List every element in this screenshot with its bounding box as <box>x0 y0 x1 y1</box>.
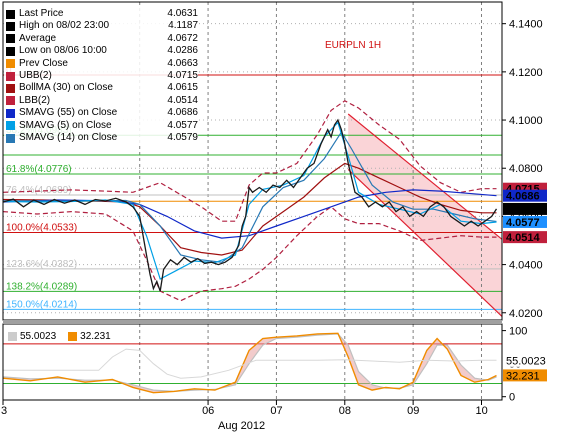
legend-entry: Low on 08/06 10:00 4.0286 <box>4 45 198 57</box>
pane-divider <box>3 320 502 324</box>
y-tick-label: 4.0200 <box>509 308 543 320</box>
indicator-fast-line <box>2 332 497 394</box>
legend-value: 4.0663 <box>167 57 198 69</box>
price-tag-label: 4.0514 <box>506 232 541 244</box>
legend-entry: SMAVG (14) on Close 4.0579 <box>4 132 198 144</box>
x-tick-label: 09 <box>407 405 419 417</box>
legend-value: 4.0672 <box>167 32 198 44</box>
legend-label: BollMA (30) on Close <box>19 82 113 94</box>
legend-entry: UBB(2) 4.0715 <box>4 70 198 82</box>
price-tag-label: 4.0631 <box>506 204 540 216</box>
price-tag <box>503 202 547 215</box>
legend-label: Last Price <box>19 8 64 19</box>
legend-swatch <box>6 84 15 94</box>
legend-swatch <box>6 71 15 81</box>
indicator-tag <box>502 353 548 367</box>
legend-value: 4.1187 <box>168 20 198 32</box>
legend-entry: SMAVG (5) on Close 4.0577 <box>4 120 198 132</box>
price-legend: Last Price 4.0631 High on 08/02 23:00 4.118… <box>4 8 198 145</box>
indicator-signal-line <box>3 348 497 379</box>
legend-swatch <box>6 108 15 118</box>
legend-swatch <box>6 96 15 106</box>
indicator-legend-swatch <box>8 332 17 341</box>
indicator-legend: 55.0023 32.231 <box>4 331 119 342</box>
legend-label: LBB(2) <box>19 94 51 106</box>
legend-label: Average <box>19 32 57 44</box>
fib-level-label: 138.2%(4.0289) <box>6 281 77 292</box>
x-tick-label: 08 <box>339 405 351 417</box>
legend-value: 4.0286 <box>167 45 198 57</box>
indicator-legend-label: 55.0023 <box>20 331 57 342</box>
indicator-y-tick-label: 0 <box>509 392 515 404</box>
legend-value: 4.0715 <box>167 69 198 81</box>
y-tick-label: 4.1200 <box>509 67 543 79</box>
fib-level-label: 123.6%(4.0382) <box>6 259 77 270</box>
x-tick-label: 06 <box>202 405 214 417</box>
price-tag <box>503 215 547 228</box>
legend-value: 4.0577 <box>167 119 198 131</box>
legend-label: Low on 08/06 10:00 <box>19 45 107 57</box>
legend-swatch <box>6 34 15 44</box>
legend-value: 4.0514 <box>167 94 198 106</box>
upper-bollinger-band <box>2 100 497 222</box>
indicator-tag-label: 32.231 <box>506 370 540 382</box>
legend-label: SMAVG (14) on Close <box>19 131 118 143</box>
price-tag-label: 4.0686 <box>506 191 540 203</box>
bollinger-ma-line <box>2 162 497 256</box>
chart-title: EURPLN 1H <box>325 40 381 51</box>
indicator-tag-label: 55.0023 <box>506 355 546 367</box>
y-tick-label: 4.0800 <box>509 163 543 175</box>
fib-level-label: 100.0%(4.0533) <box>6 223 77 234</box>
main-plot-area: 038.2%(4.0983)61.8%(4.0776)76.4%(4.0689)… <box>2 2 503 320</box>
y-tick-label: 4.1400 <box>509 19 543 31</box>
indicator-y-tick-label: 100 <box>509 326 527 338</box>
legend-entry: SMAVG (55) on Close 4.0686 <box>4 107 198 119</box>
x-tick-label: 07 <box>270 405 282 417</box>
legend-label: Prev Close <box>19 57 68 69</box>
y-tick-label: 4.1000 <box>509 115 543 127</box>
indicator-legend-label: 32.231 <box>80 331 111 342</box>
legend-value: 4.0579 <box>167 131 198 143</box>
legend-swatch <box>6 22 15 32</box>
price-line <box>2 118 498 292</box>
legend-label: SMAVG (55) on Close <box>19 107 118 119</box>
legend-value: 4.0631 <box>167 8 198 19</box>
price-tag <box>503 231 547 244</box>
indicator-legend-swatch <box>68 332 78 341</box>
legend-label: UBB(2) <box>19 69 52 81</box>
indicator-slow-line <box>2 333 497 393</box>
legend-swatch <box>6 59 15 69</box>
axes: 4.14004.12004.10004.08004.06004.04004.02… <box>1 1 548 417</box>
legend-label: SMAVG (5) on Close <box>19 119 112 131</box>
y-tick-label: 4.0400 <box>509 260 543 272</box>
channel-fill <box>348 114 502 317</box>
legend-value: 4.0686 <box>167 107 198 119</box>
legend-swatch <box>6 133 15 143</box>
legend-entry: Last Price 4.0631 <box>4 8 198 20</box>
x-tick-label: 10 <box>475 405 487 417</box>
x-axis-label: Aug 2012 <box>218 420 265 432</box>
indicator-plot-area <box>2 324 502 400</box>
legend-value: 4.0615 <box>167 82 198 94</box>
legend-entry: BollMA (30) on Close 4.0615 <box>4 82 198 94</box>
lower-bollinger-band <box>2 206 497 302</box>
legend-entry: High on 08/02 23:00 4.1187 <box>4 20 198 32</box>
legend-swatch <box>6 121 15 131</box>
sma55-line <box>2 189 497 239</box>
sma14-line <box>2 130 497 263</box>
price-tag-label: 4.0577 <box>506 217 540 229</box>
price-tag <box>503 189 547 202</box>
indicator-tag <box>503 369 547 382</box>
legend-entry: Average 4.0672 <box>4 33 198 45</box>
fib-level-label: 61.8%(4.0776) <box>6 164 72 175</box>
legend-label: High on 08/02 23:00 <box>19 20 110 32</box>
legend-swatch <box>6 46 15 56</box>
fib-level-label: 150.0%(4.0214) <box>6 299 77 310</box>
legend-entry: LBB(2) 4.0514 <box>4 95 198 107</box>
x-tick-label: 3 <box>1 405 7 417</box>
legend-entry: Prev Close 4.0663 <box>4 58 198 70</box>
legend-swatch <box>6 9 15 19</box>
